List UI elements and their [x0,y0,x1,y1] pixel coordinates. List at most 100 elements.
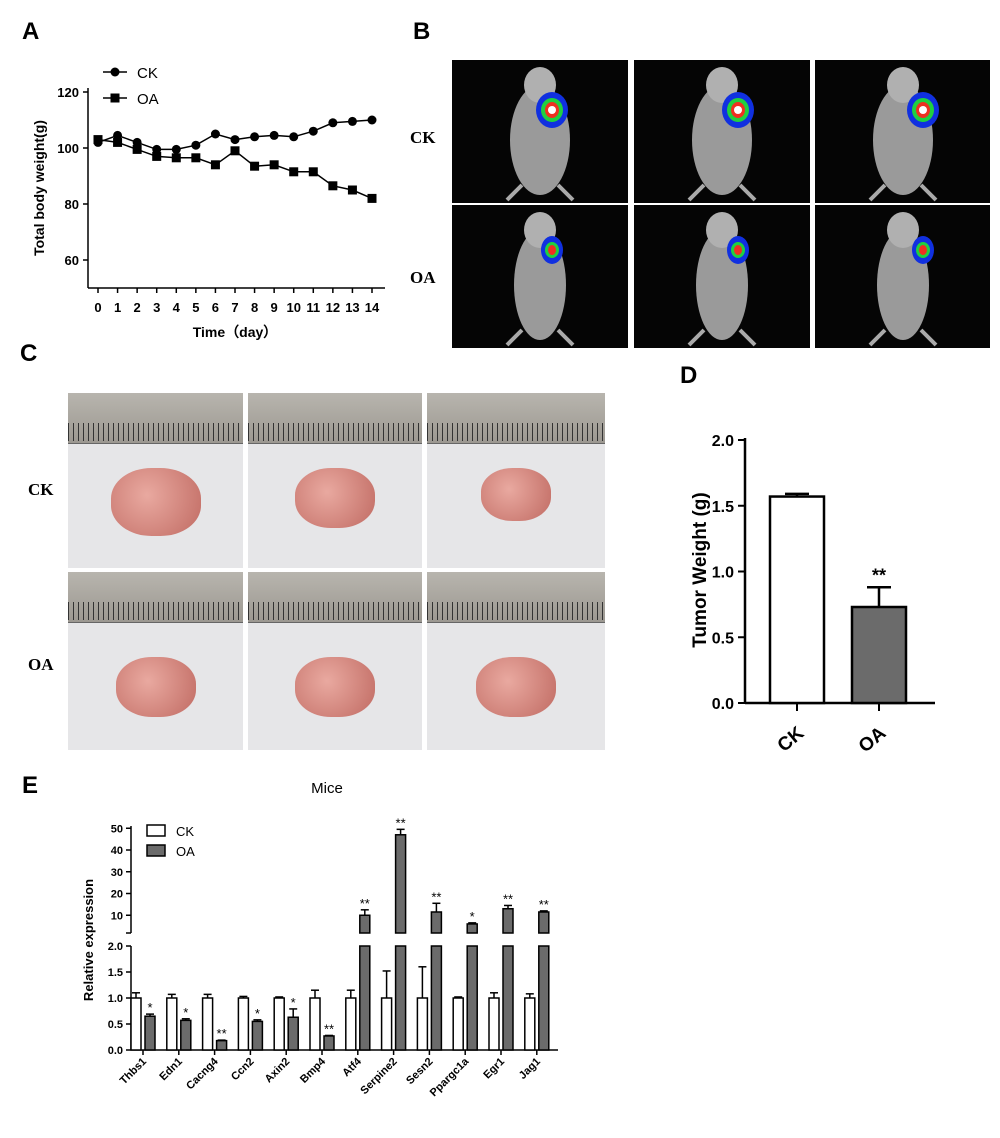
a-point-ck [250,132,260,142]
e-x-tick-label: Ccn2 [229,1056,257,1084]
imaging-photo-oa-2 [634,205,810,348]
a-point-ck [269,130,279,140]
e-bar-oa-cacng4 [215,1039,228,1051]
imaging-photo-ck-3 [815,60,990,203]
a-x-tick-label: 3 [153,300,160,315]
imaging-photo-ck-2 [634,60,810,203]
e-legend-swatch-oa [146,844,166,857]
a-point-ck [152,144,162,154]
d-y-tick-label: 2.0 [712,433,734,450]
e-title: Mice [311,780,343,797]
a-y-tick-label: 120 [57,85,79,100]
e-y-axis-title: Relative expression [81,879,96,1001]
e-bar-oa-axin2 [287,1016,299,1051]
e-bar-ck-cacng4 [201,997,214,1051]
e-bar-ck-atf4 [345,997,357,1051]
e-bar-oa-sesn2-lower [430,945,443,1051]
row-label-b-oa: OA [410,268,436,287]
a-point-oa [210,160,220,170]
e-bar-oa-thbs1 [144,1015,156,1051]
row-label-c-oa: OA [28,655,54,674]
e-bar-oa-sesn2-upper [430,911,443,934]
e-bar-oa-ppargc1a-lower [466,945,478,1051]
a-point-ck [113,130,123,140]
e-x-tick-label: Sesn2 [404,1056,435,1087]
e-bar-oa-edn1 [180,1019,192,1051]
e-y-tick-label: 50 [111,823,123,835]
e-significance: ** [431,889,441,904]
e-y-tick-label: 1.5 [108,967,123,979]
e-bar-oa-jag1-upper [538,911,550,934]
e-bar-ck-ccn2 [237,997,250,1051]
e-significance: ** [360,896,370,911]
e-bar-oa-egr1-lower [502,945,514,1051]
e-y-tick-label: 1.0 [108,993,123,1005]
a-point-ck [191,140,201,150]
e-bar-oa-serpine2-upper [394,834,407,934]
a-point-oa [152,151,162,161]
a-x-tick-label: 2 [134,300,141,315]
a-point-ck [230,135,240,145]
e-significance: ** [217,1026,227,1041]
e-x-tick-label: Ppargc1a [428,1055,472,1099]
e-x-tick-label: Cacng4 [184,1055,221,1092]
a-x-tick-label: 7 [231,300,238,315]
e-significance: ** [539,897,549,912]
a-x-tick-label: 5 [192,300,199,315]
e-bar-oa-atf4-lower [359,945,371,1051]
a-x-tick-label: 10 [286,300,300,315]
tumor-photo-ck-3 [427,393,605,568]
a-legend-marker-oa [110,93,120,103]
a-point-ck [289,132,299,142]
a-x-tick-label: 0 [94,300,101,315]
d-bar-ck [768,495,826,705]
a-x-tick-label: 14 [365,300,380,315]
e-bar-oa-jag1-lower [538,945,550,1051]
d-y-axis-title: Tumor Weight (g) [690,492,711,648]
a-point-oa [347,185,357,195]
d-x-tick-label: CK [774,723,809,757]
d-y-tick-label: 1.0 [712,565,734,582]
e-bar-ck-jag1 [524,997,536,1051]
tumor-photo-oa-3 [427,572,605,750]
e-x-tick-label: Axin2 [263,1056,293,1086]
a-legend-marker-ck [110,67,120,77]
e-y-tick-label: 2.0 [108,941,123,953]
a-point-ck [210,129,220,139]
e-x-tick-label: Edn1 [157,1056,185,1084]
tumor-photo-oa-1 [68,572,243,750]
e-significance: * [147,1000,152,1015]
e-significance: * [470,909,475,924]
d-y-tick-label: 1.5 [712,499,734,516]
a-point-oa [308,167,318,177]
e-bar-ck-ppargc1a [452,997,464,1051]
e-y-tick-label: 40 [111,845,123,857]
panel-label-d: D [680,362,698,389]
a-point-oa [269,160,279,170]
e-bar-oa-bmp4 [323,1035,335,1051]
a-x-tick-label: 4 [173,300,181,315]
a-legend-label: CK [137,65,158,82]
a-point-oa [230,146,240,156]
e-x-tick-label: Atf4 [340,1055,364,1079]
e-x-tick-label: Egr1 [481,1056,507,1082]
e-x-tick-label: Serpine2 [358,1056,399,1097]
panel-label-b: B [413,18,431,45]
e-bar-ck-sesn2 [416,997,429,1051]
a-x-tick-label: 12 [326,300,340,315]
tumor-photo-ck-1 [68,393,243,568]
a-point-ck [171,144,181,154]
a-point-oa [289,167,299,177]
e-legend-label: CK [176,824,194,839]
a-legend-label: OA [137,91,159,108]
e-significance: * [183,1005,188,1020]
a-point-oa [328,181,338,191]
d-x-tick-label: OA [855,723,891,758]
e-legend-label: OA [176,844,195,859]
d-y-tick-label: 0.0 [712,696,734,713]
a-x-tick-label: 8 [251,300,258,315]
a-point-oa [171,153,181,163]
a-x-tick-label: 11 [306,300,320,315]
a-point-oa [367,193,377,203]
